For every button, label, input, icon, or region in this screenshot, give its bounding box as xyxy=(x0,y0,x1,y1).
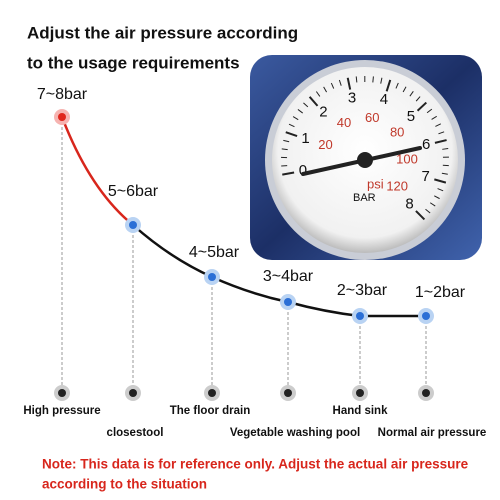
bar-label: 2 xyxy=(319,104,327,121)
usage-label: High pressure xyxy=(23,405,100,417)
note: according to the situation xyxy=(42,477,207,492)
tick xyxy=(437,188,444,192)
note: Note: This data is for reference only. A… xyxy=(42,457,469,472)
pressure-label: 3~4bar xyxy=(263,268,314,285)
usage-label: The floor drain xyxy=(170,405,251,417)
point xyxy=(208,273,216,281)
point xyxy=(58,113,66,121)
tick xyxy=(415,96,421,102)
base-dot xyxy=(356,389,364,397)
tick xyxy=(429,202,436,207)
tick xyxy=(303,102,309,108)
tick xyxy=(402,86,407,93)
pressure-label: 5~6bar xyxy=(108,183,159,200)
tick xyxy=(330,82,335,89)
bar-label: 4 xyxy=(380,91,388,108)
tick xyxy=(385,79,392,92)
psi-unit: psi xyxy=(367,176,384,191)
tick xyxy=(346,77,352,90)
point xyxy=(284,298,292,306)
curve xyxy=(132,224,426,318)
tick xyxy=(425,208,431,214)
tick xyxy=(380,77,383,84)
tick xyxy=(435,123,442,127)
psi-label: 60 xyxy=(365,110,379,125)
tick xyxy=(416,101,427,112)
tick xyxy=(338,79,342,86)
usage-label: Vegetable washing pool xyxy=(230,427,360,439)
point xyxy=(356,312,364,320)
psi-label: 40 xyxy=(337,115,351,130)
tick xyxy=(415,210,426,221)
tick xyxy=(442,147,449,150)
point xyxy=(129,221,137,229)
bar-label: 7 xyxy=(421,168,429,185)
point xyxy=(422,312,430,320)
bar-label: 5 xyxy=(407,108,415,125)
title: Adjust the air pressure according xyxy=(27,23,298,42)
usage-label: Hand sink xyxy=(333,405,389,417)
tick xyxy=(434,139,447,144)
tick xyxy=(282,171,295,176)
tick xyxy=(372,76,374,83)
curve-high xyxy=(60,116,134,226)
tick xyxy=(431,115,437,120)
tick xyxy=(441,172,448,175)
tick xyxy=(438,131,445,135)
psi-label: 80 xyxy=(390,124,404,139)
base-dot xyxy=(129,389,137,397)
psi-label: 100 xyxy=(396,151,418,166)
tick xyxy=(323,86,328,93)
title: to the usage requirements xyxy=(27,53,240,72)
psi-label: 20 xyxy=(318,137,332,152)
bar-label: 6 xyxy=(422,136,430,153)
bar-label: 8 xyxy=(405,196,413,213)
tick xyxy=(426,108,433,114)
needle-hub xyxy=(357,152,373,168)
bar-unit: BAR xyxy=(353,192,376,204)
usage-label: closestool xyxy=(107,427,164,439)
tick xyxy=(355,76,358,83)
pressure-label: 4~5bar xyxy=(189,244,240,261)
tick xyxy=(315,91,321,97)
bar-label: 0 xyxy=(299,162,307,179)
base-dot xyxy=(58,389,66,397)
pressure-label: 7~8bar xyxy=(37,86,88,103)
tick xyxy=(409,91,414,97)
diagram: 7~8bar High pressure 5~6bar closestool 4~5ba… xyxy=(23,86,486,439)
tick xyxy=(288,123,295,128)
tick xyxy=(395,82,399,89)
tick xyxy=(281,148,288,151)
base-dot xyxy=(208,389,216,397)
bar-label: 3 xyxy=(348,89,356,106)
tick xyxy=(292,116,299,121)
bar-label: 1 xyxy=(301,130,309,147)
tick xyxy=(434,195,440,200)
tick xyxy=(285,131,298,138)
tick xyxy=(283,139,290,143)
psi-label: 120 xyxy=(386,178,408,193)
tick xyxy=(297,109,304,114)
pressure-label: 1~2bar xyxy=(415,284,466,301)
tick xyxy=(308,96,319,107)
tick xyxy=(434,178,447,184)
base-dot xyxy=(422,389,430,397)
usage-label: Normal air pressure xyxy=(378,427,487,439)
base-dot xyxy=(284,389,292,397)
pressure-label: 2~3bar xyxy=(337,282,388,299)
